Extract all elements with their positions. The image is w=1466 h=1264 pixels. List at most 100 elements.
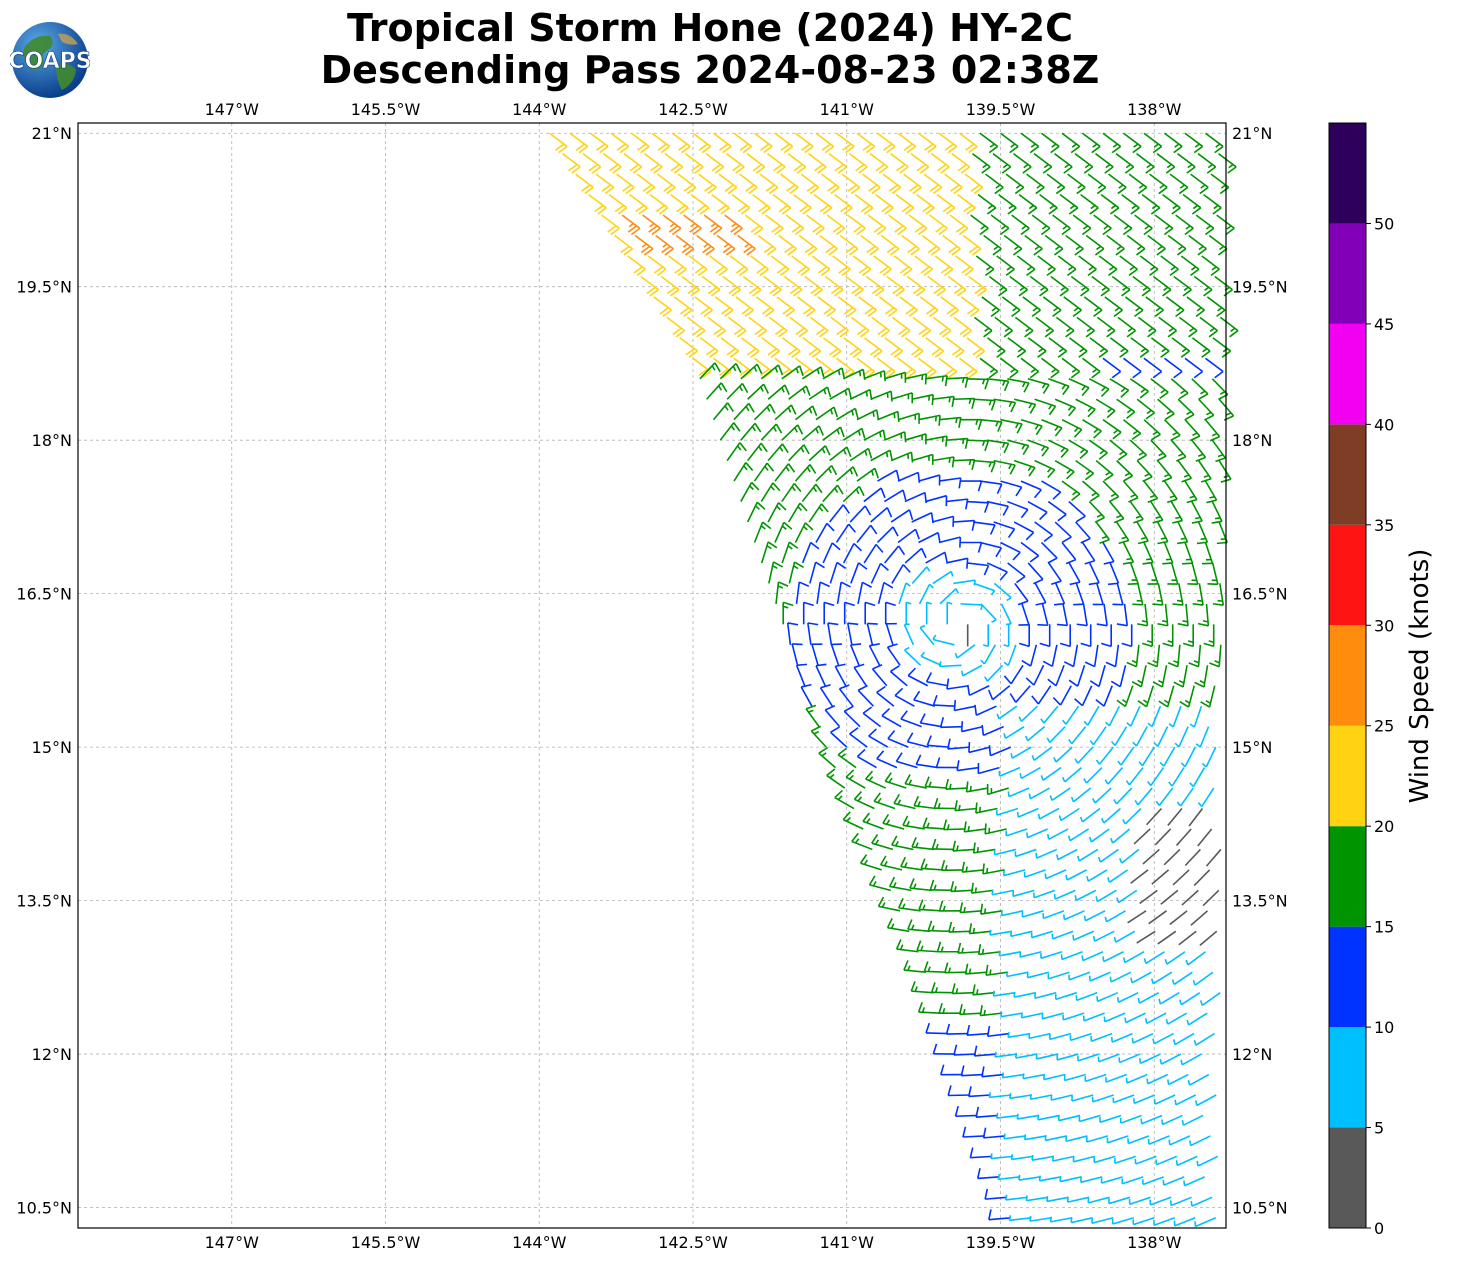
wind-barb-shaft bbox=[976, 705, 997, 716]
wind-barb-feather bbox=[881, 707, 891, 717]
wind-barb-shaft bbox=[1027, 378, 1050, 386]
wind-barb bbox=[996, 705, 1018, 720]
lat-tick-label-left: 18°N bbox=[32, 431, 72, 450]
wind-barb bbox=[911, 837, 934, 851]
wind-barb-shaft bbox=[903, 969, 926, 974]
wind-barb-feather bbox=[683, 309, 693, 317]
wind-barb-half-feather bbox=[1084, 163, 1090, 169]
wind-barb bbox=[1173, 1217, 1196, 1227]
wind-barb bbox=[906, 275, 926, 297]
wind-barb bbox=[1061, 480, 1081, 501]
wind-barb bbox=[1112, 1094, 1135, 1104]
wind-barb-shaft bbox=[1092, 1094, 1114, 1103]
wind-barb-shaft bbox=[1188, 1012, 1208, 1026]
wind-barb-shaft bbox=[900, 718, 922, 728]
wind-barb-shaft bbox=[878, 905, 901, 912]
wind-barb-shaft bbox=[1085, 234, 1105, 250]
wind-barb-shaft bbox=[1157, 726, 1169, 747]
wind-barb-feather bbox=[977, 419, 983, 430]
wind-barb bbox=[960, 296, 980, 317]
wind-barb-feather bbox=[1127, 582, 1139, 586]
wind-barb-feather bbox=[1027, 207, 1038, 215]
wind-barb-half-feather bbox=[1187, 163, 1193, 169]
wind-barb bbox=[1081, 951, 1104, 962]
wind-barb-half-feather bbox=[1030, 368, 1036, 373]
wind-barb-shaft bbox=[781, 337, 801, 352]
wind-barb-feather bbox=[719, 368, 729, 376]
wind-barb-shaft bbox=[1110, 971, 1132, 983]
wind-barb-feather bbox=[966, 207, 976, 215]
wind-barb-shaft bbox=[936, 193, 956, 209]
wind-barb-feather bbox=[739, 368, 749, 376]
wind-barb-shaft bbox=[1156, 644, 1161, 667]
wind-barb bbox=[862, 706, 882, 728]
wind-barb-shaft bbox=[774, 522, 785, 543]
wind-barb bbox=[1096, 991, 1119, 1003]
wind-barb bbox=[1179, 992, 1201, 1006]
wind-barb-half-feather bbox=[924, 863, 928, 869]
wind-barb-shaft bbox=[966, 377, 989, 381]
wind-barb bbox=[696, 234, 715, 256]
wind-barb-half-feather bbox=[1019, 773, 1023, 779]
wind-barb-half-feather bbox=[829, 773, 835, 779]
wind-barb-shaft bbox=[1169, 173, 1189, 188]
wind-barb bbox=[629, 193, 648, 215]
wind-barb-shaft bbox=[1040, 541, 1058, 559]
wind-barb-feather bbox=[927, 920, 933, 931]
wind-barb-half-feather bbox=[849, 469, 854, 475]
wind-barb-feather bbox=[975, 350, 986, 358]
wind-barb-feather bbox=[1151, 433, 1161, 441]
lon-tick-label-bottom: 139.5°W bbox=[966, 1233, 1036, 1252]
wind-barb-shaft bbox=[1130, 705, 1141, 727]
wind-barb-half-feather bbox=[1131, 1037, 1134, 1044]
wind-barb bbox=[1007, 439, 1030, 456]
wind-barb-shaft bbox=[834, 796, 855, 810]
wind-barb-shaft bbox=[866, 623, 874, 645]
wind-barb bbox=[972, 153, 991, 174]
wind-barb-feather bbox=[807, 622, 819, 626]
wind-barb-shaft bbox=[1031, 214, 1051, 229]
wind-barb-feather bbox=[707, 286, 718, 295]
wind-barb-half-feather bbox=[926, 566, 931, 572]
wind-barb-feather bbox=[817, 266, 828, 274]
wind-barb-shaft bbox=[1103, 951, 1124, 963]
wind-barb bbox=[1095, 460, 1114, 482]
wind-barb-shaft bbox=[1042, 296, 1062, 311]
wind-barb bbox=[775, 581, 789, 604]
wind-barb-feather bbox=[912, 186, 922, 195]
wind-barb-shaft bbox=[809, 561, 817, 584]
wind-barb-half-feather bbox=[919, 624, 926, 629]
wind-barb bbox=[1029, 1215, 1052, 1222]
wind-barb-half-feather bbox=[1118, 857, 1123, 864]
wind-barb-shaft bbox=[1205, 746, 1217, 768]
wind-barb-feather bbox=[903, 143, 913, 151]
wind-barb-shaft bbox=[1039, 807, 1060, 820]
wind-barb-shaft bbox=[1161, 665, 1168, 688]
wind-barb-feather bbox=[798, 329, 808, 338]
wind-barb-shaft bbox=[733, 357, 753, 373]
wind-barb bbox=[953, 1044, 976, 1056]
wind-barb-feather bbox=[818, 425, 825, 436]
wind-barb-shaft bbox=[926, 1032, 949, 1035]
wind-barb-feather bbox=[1215, 457, 1226, 463]
wind-barb bbox=[870, 390, 893, 402]
wind-barb-feather bbox=[1037, 623, 1048, 627]
wind-barb-half-feather bbox=[1138, 184, 1144, 189]
wind-barb-feather bbox=[1070, 370, 1081, 379]
wind-barb-feather bbox=[1143, 227, 1153, 236]
wind-barb-shaft bbox=[746, 501, 758, 523]
wind-barb bbox=[1062, 705, 1080, 725]
wind-barb bbox=[1004, 1194, 1028, 1201]
wind-barb-half-feather bbox=[1217, 453, 1224, 458]
wind-barb-shaft bbox=[1196, 1094, 1217, 1107]
wind-barb-shaft bbox=[990, 214, 1010, 229]
wind-barb-shaft bbox=[891, 844, 914, 851]
wind-barb bbox=[823, 601, 835, 625]
wind-barb bbox=[1031, 214, 1051, 236]
wind-barb-half-feather bbox=[760, 386, 764, 392]
wind-barb-shaft bbox=[1000, 418, 1023, 425]
wind-barb bbox=[979, 541, 1003, 558]
wind-barb-half-feather bbox=[1168, 723, 1174, 728]
wind-barb bbox=[836, 407, 859, 421]
